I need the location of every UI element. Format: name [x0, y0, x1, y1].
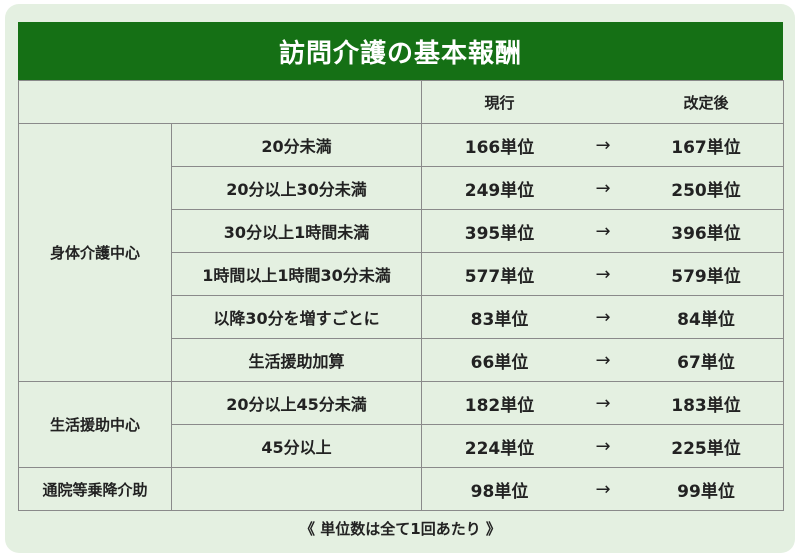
table-row: 生活援助中心 20分以上45分未満 182単位 → 183単位: [18, 381, 784, 468]
header-revised: 改定後: [683, 93, 729, 112]
current-value: 249単位: [464, 180, 535, 201]
row-label: [171, 467, 422, 511]
row-label: 20分以上45分未満: [171, 381, 422, 425]
arrow-icon: →: [595, 435, 611, 457]
current-value: 395単位: [464, 223, 535, 244]
current-value: 224単位: [464, 438, 535, 459]
row-values: 182単位 → 183単位: [421, 381, 784, 425]
row-label: 20分未満: [171, 123, 422, 167]
table-row: 1時間以上1時間30分未満 577単位 → 579単位: [19, 252, 784, 296]
table-row: 通院等乗降介助 98単位 → 99単位: [18, 467, 784, 511]
revised-value: 183単位: [671, 395, 741, 416]
arrow-icon: →: [595, 478, 611, 500]
category-daily-living: 生活援助中心: [18, 381, 172, 468]
table-row: 30分以上1時間未満 395単位 → 396単位: [19, 209, 784, 253]
arrow-icon: →: [595, 263, 611, 285]
row-values: 98単位 → 99単位: [421, 467, 784, 511]
arrow-icon: →: [595, 392, 611, 414]
row-label: 45分以上: [171, 424, 422, 468]
current-value: 98単位: [470, 481, 529, 502]
table-row: 身体介護中心 20分未満 166単位 → 167単位: [18, 123, 784, 382]
footnote: 《 単位数は全て1回あたり 》: [300, 520, 501, 538]
current-value: 83単位: [470, 309, 529, 330]
row-label: 30分以上1時間未満: [171, 209, 422, 253]
table-row: 以降30分を増すごとに 83単位 → 84単位: [19, 295, 784, 339]
row-label: 20分以上30分未満: [171, 166, 422, 210]
revised-value: 99単位: [677, 481, 735, 502]
fee-table: 現行 改定後 身体介護中心 20分未満 166単位 → 167単位 20分以上3…: [18, 80, 784, 511]
revised-value: 67単位: [677, 352, 735, 373]
row-label: 以降30分を増すごとに: [171, 295, 422, 339]
current-value: 166単位: [464, 137, 535, 158]
header-values-cell: 現行 改定後: [421, 80, 784, 124]
arrow-icon: →: [595, 220, 611, 242]
header-current: 現行: [484, 93, 515, 112]
revised-value: 225単位: [671, 438, 741, 459]
row-values: 249単位 → 250単位: [421, 166, 784, 210]
row-values: 577単位 → 579単位: [421, 252, 784, 296]
row-label: 生活援助加算: [171, 338, 422, 382]
row-values: 395単位 → 396単位: [421, 209, 784, 253]
row-values: 83単位 → 84単位: [421, 295, 784, 339]
table-row: 45分以上 224単位 → 225単位: [19, 424, 784, 468]
arrow-icon: →: [595, 349, 611, 371]
row-values: 166単位 → 167単位: [421, 123, 784, 167]
table-row: 20分以上30分未満 249単位 → 250単位: [19, 166, 784, 210]
table-header-row: 現行 改定後: [18, 80, 784, 124]
current-value: 577単位: [464, 266, 535, 287]
row-label: 1時間以上1時間30分未満: [171, 252, 422, 296]
arrow-icon: →: [595, 177, 611, 199]
arrow-icon: →: [595, 306, 611, 328]
page-title: 訪問介護の基本報酬: [18, 22, 783, 80]
arrow-icon: →: [595, 134, 611, 156]
row-values: 66単位 → 67単位: [421, 338, 784, 382]
revised-value: 396単位: [671, 223, 741, 244]
revised-value: 167単位: [671, 137, 741, 158]
header-empty-cell: [18, 80, 422, 124]
category-physical-care: 身体介護中心: [18, 123, 172, 382]
row-values: 224単位 → 225単位: [421, 424, 784, 468]
revised-value: 84単位: [677, 309, 735, 330]
current-value: 182単位: [464, 395, 535, 416]
revised-value: 250単位: [671, 180, 741, 201]
category-transport-assist: 通院等乗降介助: [18, 467, 172, 511]
table-row: 生活援助加算 66単位 → 67単位: [19, 338, 784, 382]
revised-value: 579単位: [671, 266, 741, 287]
current-value: 66単位: [470, 352, 529, 373]
